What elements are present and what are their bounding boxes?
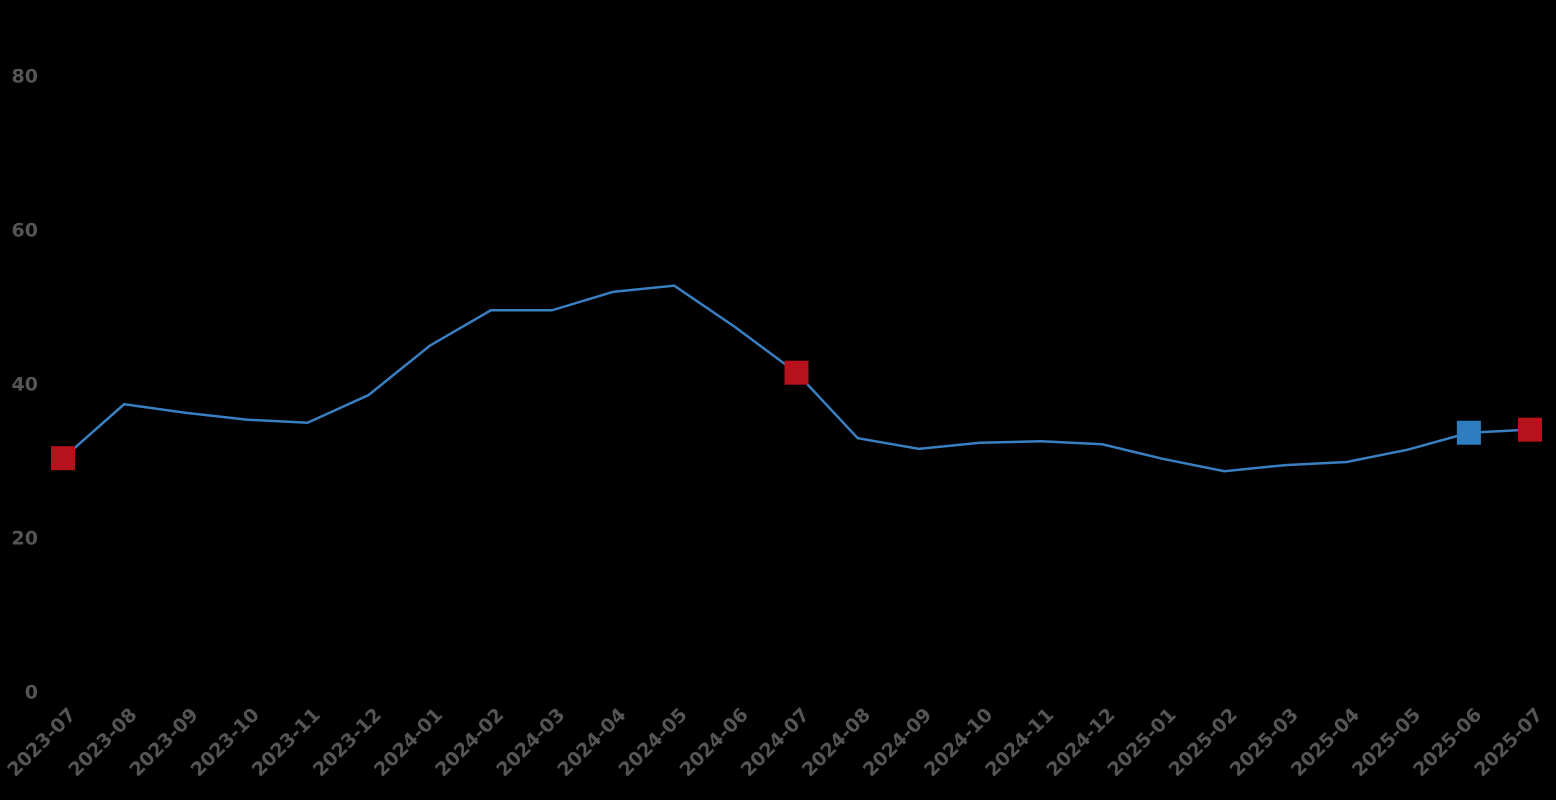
y-tick-label: 80 (12, 66, 38, 88)
point-marker (1456, 420, 1481, 445)
y-tick-label: 40 (12, 374, 38, 396)
y-tick-label: 60 (12, 220, 38, 242)
point-marker (1518, 417, 1542, 442)
point-marker (784, 360, 809, 385)
y-tick-label: 0 (25, 682, 38, 704)
y-tick-label: 20 (12, 528, 38, 550)
point-marker (51, 446, 75, 471)
